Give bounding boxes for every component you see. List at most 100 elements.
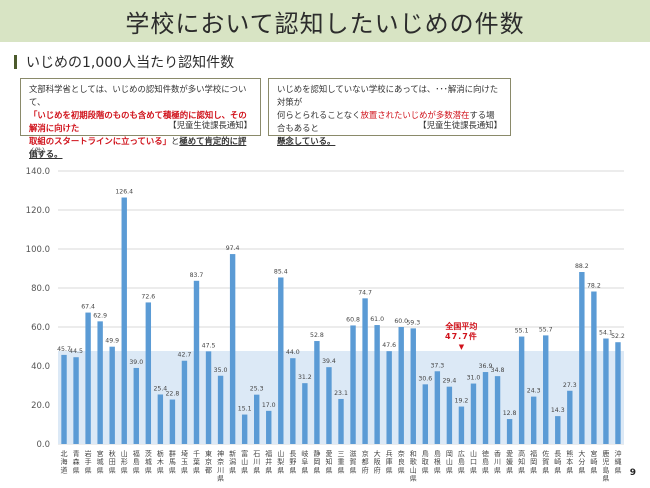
data-label: 27.3	[563, 382, 577, 389]
data-label: 39.4	[322, 358, 336, 365]
section-subtitle: いじめの1,000人当たり認知件数	[14, 52, 234, 72]
x-tick-label: 東京都	[205, 449, 212, 474]
x-tick-label: 高知県	[518, 449, 525, 474]
bar	[290, 358, 296, 444]
bar	[386, 351, 392, 444]
x-tick-label: 岩手県	[85, 449, 92, 474]
note-right-line2-post: する場合もあると	[277, 110, 495, 133]
bar	[362, 298, 368, 444]
x-tick-label: 京都府	[362, 449, 369, 474]
data-label: 52.8	[310, 332, 324, 339]
x-tick-label: 福岡県	[530, 449, 537, 474]
x-tick-label: 山口県	[470, 449, 477, 474]
data-label: 49.9	[105, 338, 119, 345]
bar	[579, 272, 585, 444]
note-right-source: 【児童生徒課長通知】	[418, 120, 502, 130]
x-tick-label: 山梨県	[277, 449, 284, 474]
x-tick-label: 宮城県	[97, 449, 104, 474]
data-label: 88.2	[575, 263, 589, 270]
data-label: 74.7	[358, 289, 372, 296]
note-right-line2: 何らとられることなく放置されたいじめが多数潜在する場合もあると	[277, 109, 502, 135]
y-axis-unit-label: （件）	[26, 146, 50, 156]
x-tick-label: 兵庫県	[386, 449, 393, 474]
x-tick-label: 長崎県	[554, 450, 561, 474]
bar	[543, 335, 549, 444]
bar	[615, 342, 621, 444]
data-label: 44.5	[69, 348, 83, 355]
data-label: 97.4	[226, 245, 240, 252]
note-right-line3: 懸念している。	[277, 136, 336, 146]
y-tick-label: 120.0	[26, 206, 50, 216]
y-tick-label: 20.0	[31, 401, 50, 411]
note-right-line2-pre: 何らとられることなく	[277, 110, 361, 120]
bar	[506, 419, 513, 444]
subtitle-marker	[14, 55, 17, 69]
x-tick-label: 秋田県	[109, 449, 116, 474]
data-label: 67.4	[81, 304, 95, 311]
bar	[241, 414, 248, 444]
bar	[145, 302, 152, 444]
bar	[591, 291, 597, 444]
data-label: 19.2	[455, 398, 469, 405]
bar	[350, 325, 356, 444]
bar	[518, 336, 525, 444]
bar	[494, 376, 501, 444]
page-title: 学校において認知したいじめの件数	[125, 9, 525, 38]
x-tick-label: 大分県	[578, 449, 585, 474]
note-left-line3-mid: と	[170, 136, 180, 146]
x-tick-label: 鹿児島県	[602, 449, 609, 483]
data-label: 31.2	[298, 374, 312, 381]
y-tick-label: 40.0	[31, 362, 50, 372]
data-label: 60.8	[346, 316, 360, 323]
data-label: 55.7	[539, 326, 553, 333]
bar	[410, 328, 416, 444]
y-tick-label: 80.0	[31, 284, 50, 294]
bar	[97, 321, 103, 444]
data-label: 72.6	[141, 293, 155, 300]
x-tick-label: 岐阜県	[301, 449, 308, 474]
bar	[470, 383, 477, 444]
x-tick-label: 和歌山県	[410, 449, 417, 483]
data-label: 52.2	[611, 333, 625, 340]
data-label: 34.8	[491, 367, 505, 374]
y-tick-label: 0.0	[36, 440, 50, 450]
x-tick-label: 北海道	[61, 450, 68, 474]
bar	[603, 338, 609, 444]
data-label: 59.3	[406, 319, 420, 326]
data-label: 47.6	[382, 342, 396, 349]
x-tick-label: 熊本県	[566, 449, 573, 474]
x-tick-label: 栃木県	[157, 449, 164, 474]
note-box-right: いじめを認知していない学校にあっては、･･･解消に向けた対策が 何らとられること…	[268, 78, 511, 146]
y-tick-label: 140.0	[26, 167, 50, 177]
data-label: 17.0	[262, 402, 276, 409]
bar	[555, 416, 561, 444]
note-left-source: 【児童生徒課長通知】	[168, 120, 252, 130]
page-number: 9	[629, 468, 636, 478]
bar	[326, 367, 332, 444]
data-label: 25.3	[250, 386, 264, 393]
x-tick-label: 宮崎県	[590, 449, 597, 474]
note-left-line2: 「いじめを初期段階のものも含めて積極的に認知し、その解消に向けた	[29, 110, 247, 133]
bar	[109, 346, 115, 444]
bar	[254, 394, 260, 444]
x-tick-label: 愛媛県	[506, 449, 513, 474]
x-tick-label: 群馬県	[169, 449, 176, 474]
data-label: 31.0	[467, 375, 481, 382]
data-label: 25.4	[153, 385, 167, 392]
bar	[229, 254, 236, 444]
data-label: 29.4	[442, 378, 456, 385]
data-label: 39.0	[129, 359, 143, 366]
bar	[278, 277, 284, 444]
x-tick-label: 神奈川県	[217, 449, 224, 483]
bar	[121, 197, 127, 444]
x-tick-label: 大阪府	[374, 449, 381, 474]
bar	[446, 386, 453, 444]
x-tick-label: 長野県	[289, 450, 296, 474]
bar	[73, 357, 79, 444]
bar	[157, 394, 164, 444]
y-axis-ticks: 0.0 20.0 40.0 60.0 80.0 100.0 120.0 140.0	[26, 167, 50, 450]
x-tick-label: 岡山県	[446, 450, 453, 474]
data-label: 14.3	[551, 407, 565, 414]
